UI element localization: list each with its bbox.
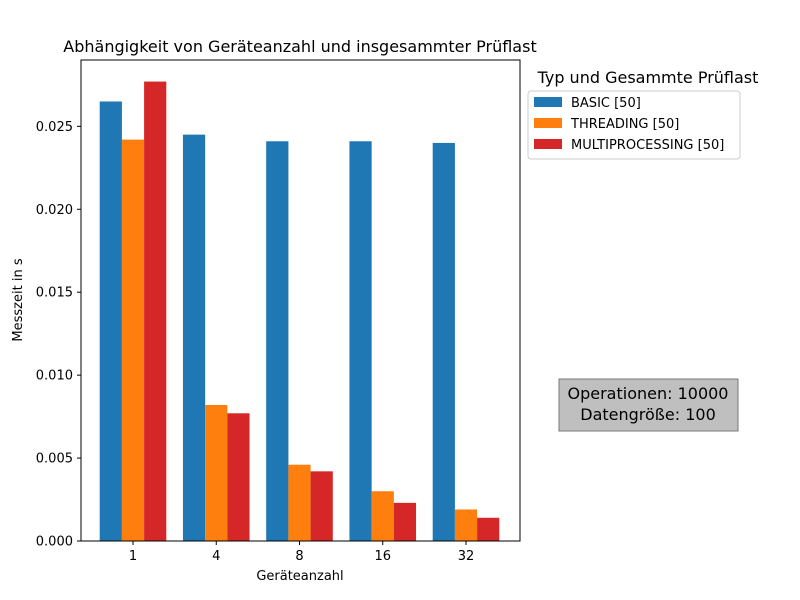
y-tick-label: 0.005 <box>36 452 73 467</box>
bar-multiprocessing-16 <box>393 502 417 541</box>
bar-basic-1 <box>99 101 122 541</box>
bar-multiprocessing-4 <box>227 413 250 541</box>
legend-label: BASIC [50] <box>571 96 641 111</box>
bar-multiprocessing-32 <box>477 517 500 541</box>
bar-threading-4 <box>205 404 228 541</box>
bar-threading-8 <box>288 464 311 541</box>
x-tick-label: 32 <box>458 549 475 564</box>
chart-title: Abhängigkeit von Geräteanzahl und insges… <box>63 37 536 56</box>
x-tick-label: 1 <box>129 549 137 564</box>
info-box-frame <box>558 378 739 432</box>
y-tick-label: 0.000 <box>36 535 73 550</box>
plot-frame <box>80 59 521 542</box>
x-tick-label: 16 <box>374 549 391 564</box>
legend: BASIC [50] THREADING [50] MULTIPROCESSING … <box>527 90 741 160</box>
x-axis-label: Geräteanzahl <box>256 569 343 584</box>
legend-swatch <box>534 97 562 107</box>
legend-swatch <box>534 118 562 128</box>
bar-basic-8 <box>266 141 289 541</box>
bar-threading-16 <box>371 491 394 541</box>
bar-threading-32 <box>454 509 478 541</box>
legend-label: MULTIPROCESSING [50] <box>571 138 724 153</box>
y-axis-label: Messzeit in s <box>11 258 26 341</box>
info-datasize: Datengröße: 100 <box>580 405 716 424</box>
info-operations: Operationen: 10000 <box>568 384 729 403</box>
bar-threading-1 <box>121 139 145 542</box>
bar-basic-4 <box>182 134 206 541</box>
bar-multiprocessing-1 <box>144 81 167 541</box>
legend-swatch <box>534 139 562 149</box>
legend-title: Typ und Gesammte Prüflast <box>537 68 759 87</box>
y-tick-label: 0.025 <box>36 120 73 135</box>
y-tick-label: 0.010 <box>36 369 73 384</box>
x-axis: 1 4 8 16 32 <box>129 541 474 564</box>
bar-basic-32 <box>432 142 455 541</box>
legend-frame <box>527 90 741 160</box>
info-box: Operationen: 10000 Datengröße: 100 <box>558 378 739 432</box>
bars-group <box>99 81 500 542</box>
bar-basic-16 <box>349 141 372 541</box>
legend-label: THREADING [50] <box>570 117 679 132</box>
y-tick-label: 0.015 <box>36 286 73 301</box>
y-tick-label: 0.020 <box>36 203 73 218</box>
y-axis: 0.000 0.005 0.010 0.015 0.020 0.025 <box>36 120 81 550</box>
x-tick-label: 4 <box>212 549 220 564</box>
bar-multiprocessing-8 <box>310 471 333 541</box>
x-tick-label: 8 <box>295 549 303 564</box>
